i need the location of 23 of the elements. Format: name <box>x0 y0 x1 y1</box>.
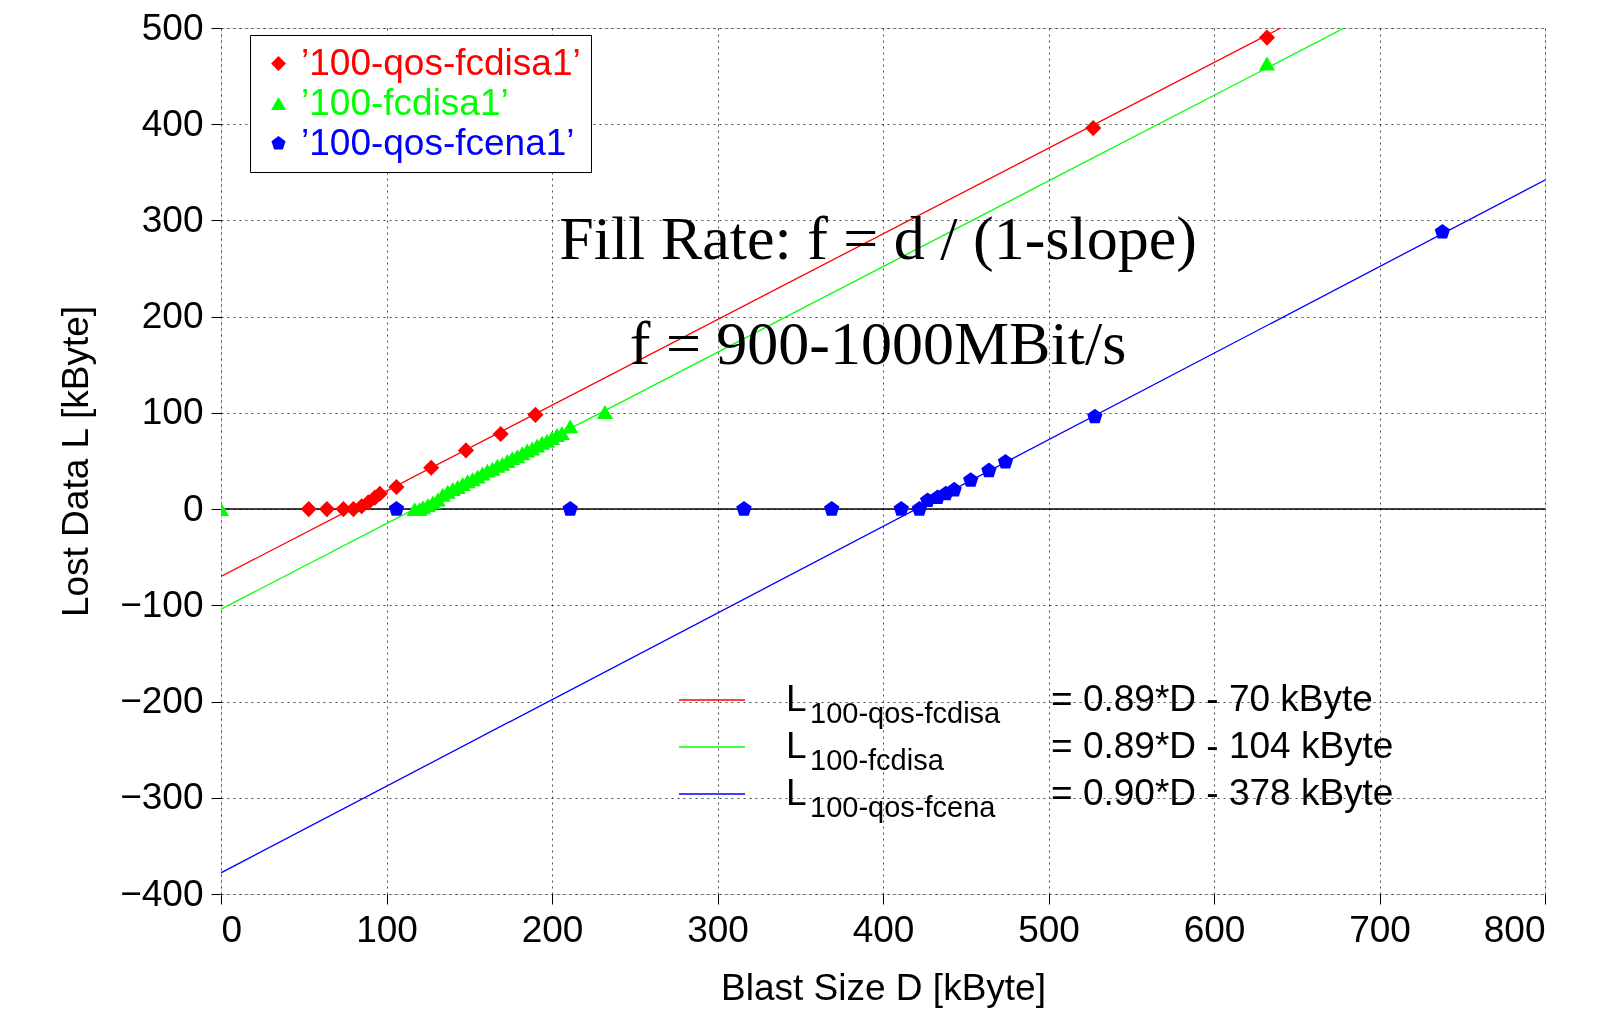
y-tick-label: 200 <box>141 295 204 337</box>
x-tick-label: 400 <box>852 908 915 950</box>
y-tick-label: 100 <box>141 391 204 433</box>
x-tick-label: 300 <box>687 908 749 950</box>
x-tick-label: 200 <box>521 908 584 950</box>
y-tick-label: −200 <box>120 680 204 722</box>
y-tick-label: 400 <box>141 102 204 144</box>
x-tick-label: 600 <box>1183 908 1246 950</box>
y-tick-label: 500 <box>141 6 204 48</box>
x-axis-title: Blast Size D [kByte] <box>721 966 1046 1008</box>
y-tick-label: 0 <box>182 487 204 529</box>
y-tick-label: −300 <box>120 776 204 818</box>
y-tick-label: −400 <box>120 872 204 914</box>
x-tick-label: 700 <box>1349 908 1411 950</box>
x-tick-label: 100 <box>356 908 418 950</box>
legend-label: ’100-qos-fcdisa1’ <box>301 41 581 83</box>
legend-label: ’100-qos-fcena1’ <box>301 121 575 163</box>
x-tick-label: 500 <box>1018 908 1080 950</box>
y-axis-title: Lost Data L [kByte] <box>55 305 97 618</box>
x-tick-label: 800 <box>1483 908 1546 950</box>
x-tick-label: 0 <box>221 908 243 950</box>
y-tick-label: −100 <box>120 583 204 625</box>
y-tick-label: 300 <box>141 198 204 240</box>
